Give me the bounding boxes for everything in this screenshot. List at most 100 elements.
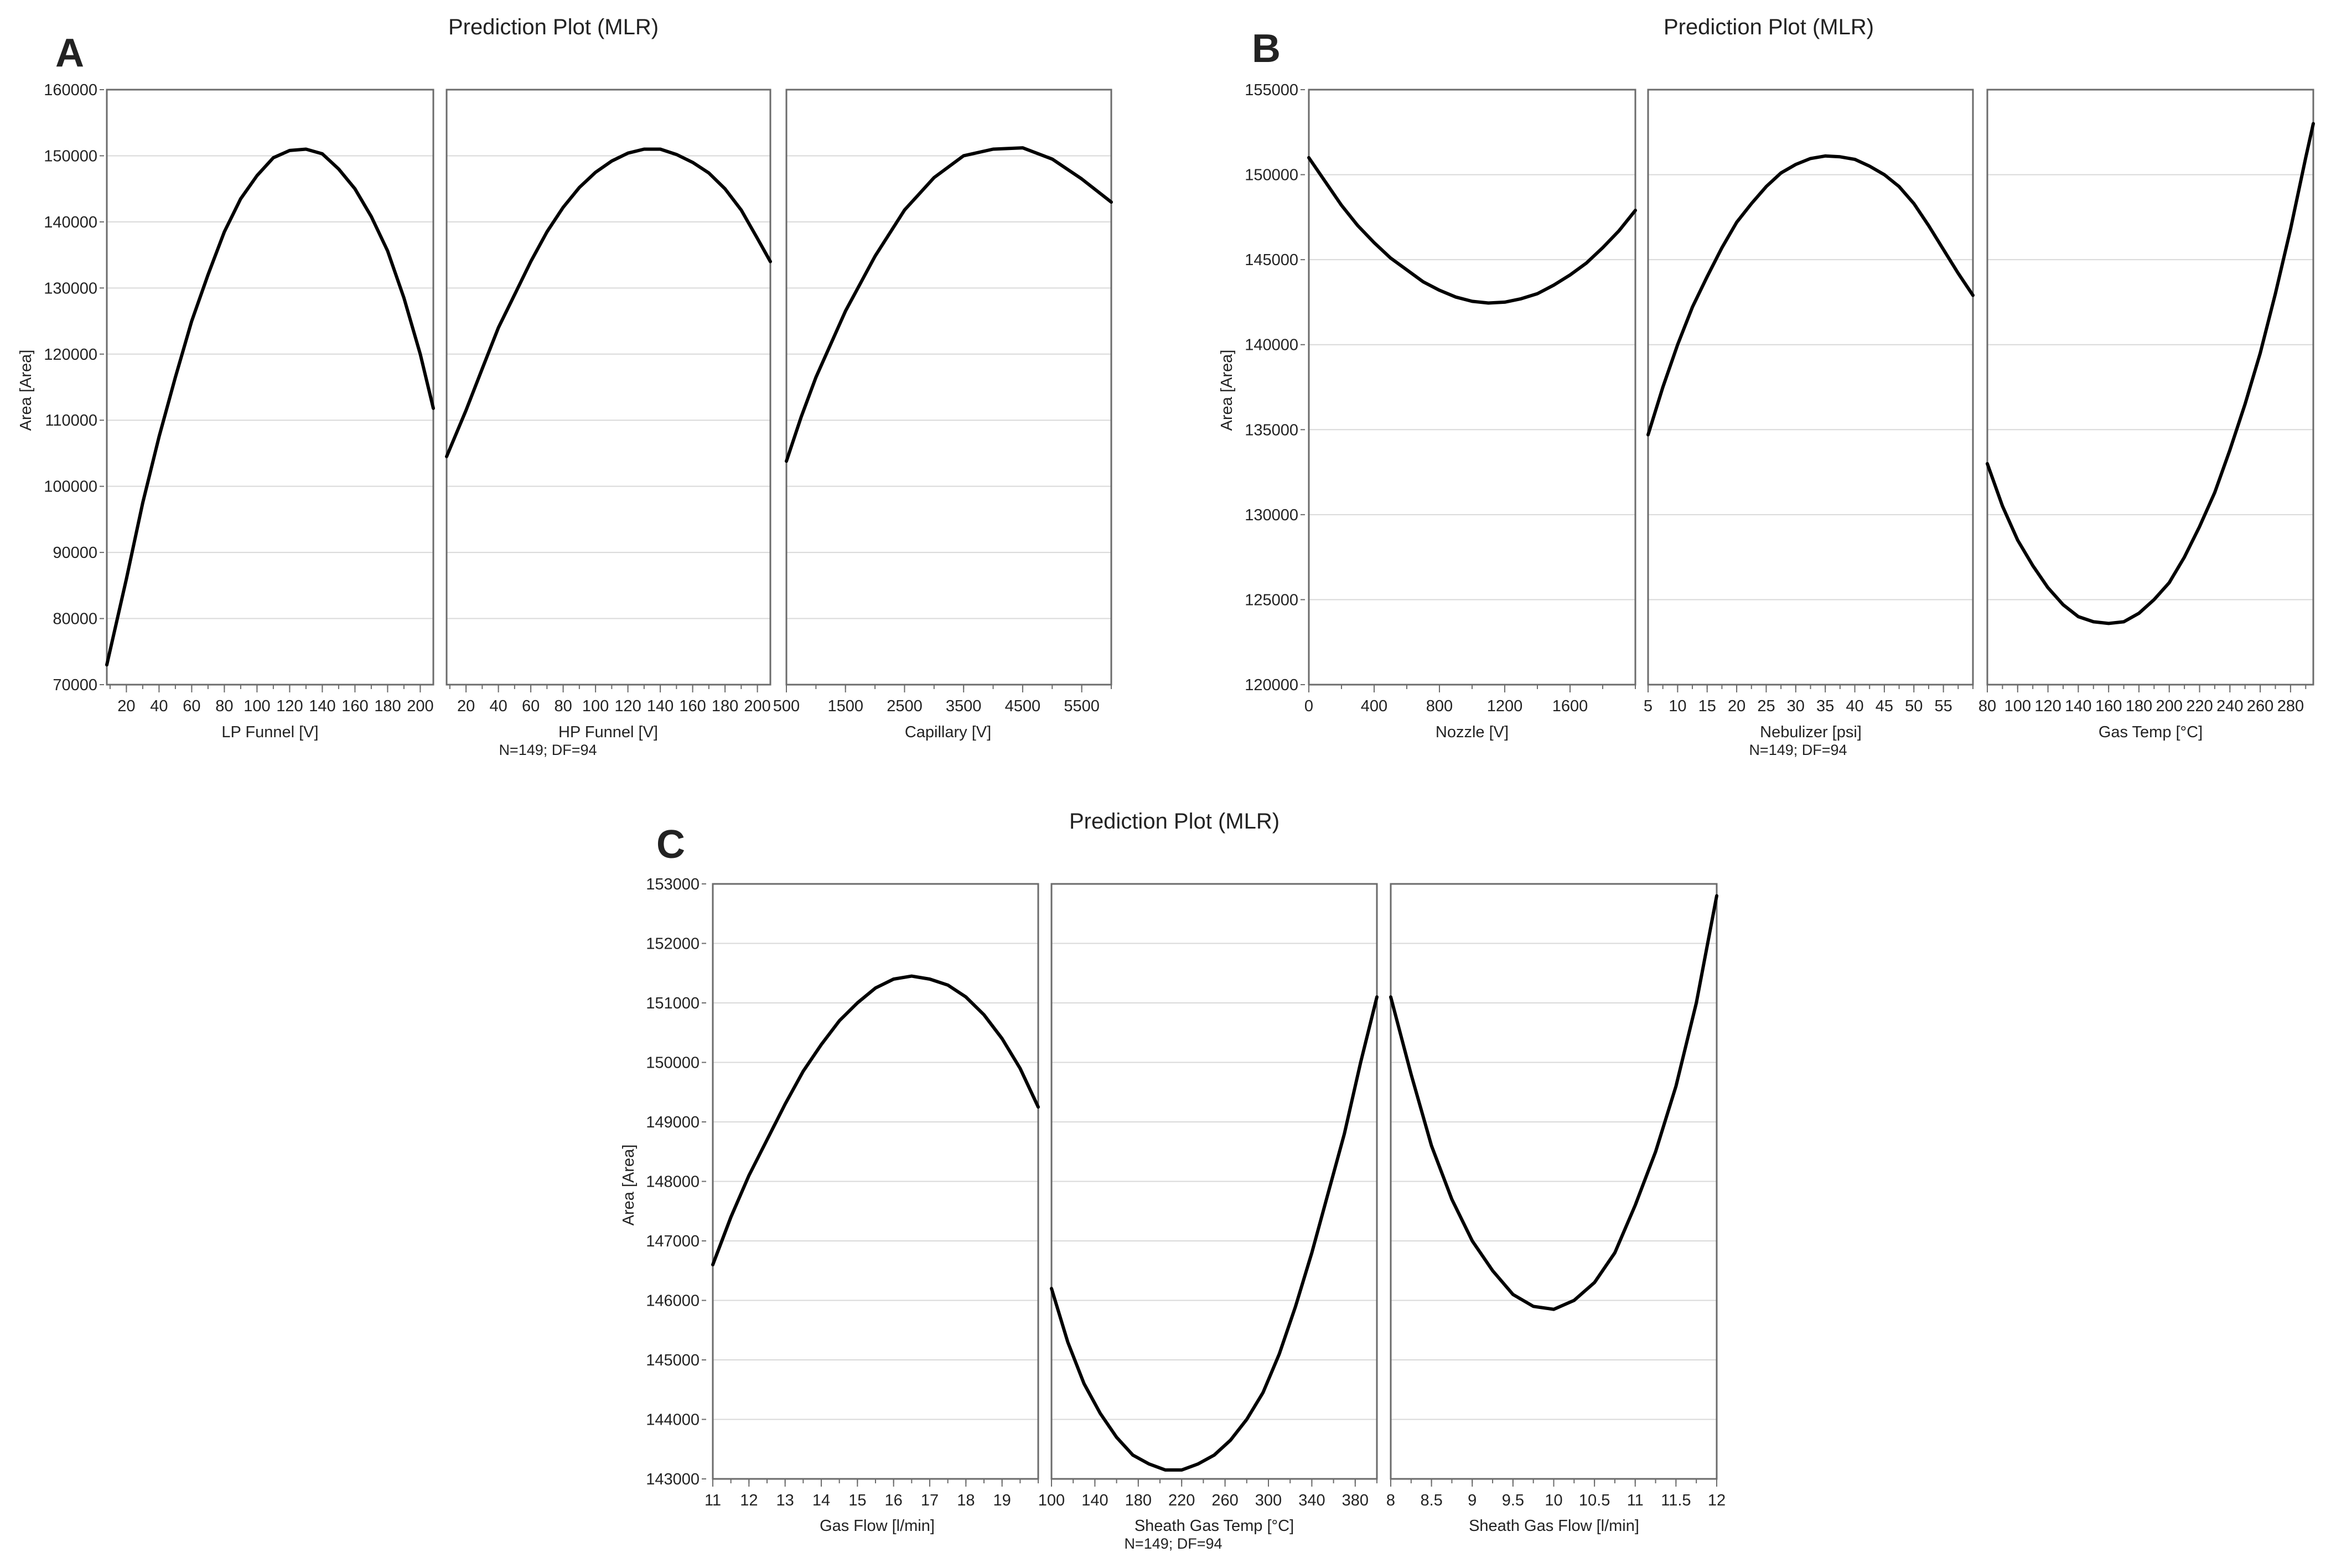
plot-b-panel-3-x-tick-label: 200 bbox=[2156, 697, 2183, 715]
plot-a-y-tick-label: 160000 bbox=[44, 81, 97, 99]
plot-b-panel-3-x-tick-label: 80 bbox=[1978, 697, 1996, 715]
plot-b-panel-1-x-tick-label: 0 bbox=[1304, 697, 1313, 715]
plot-a-panel-2-x-tick-label: 80 bbox=[554, 697, 572, 715]
plot-b-panel-3-x-tick-label: 120 bbox=[2034, 697, 2061, 715]
plot-c-y-axis-label: Area [Area] bbox=[620, 1145, 638, 1226]
plot-c-panel-3-prediction-curve bbox=[1389, 894, 1718, 1311]
plot-a-panel-2-x-tick-label: 40 bbox=[489, 697, 507, 715]
plot-c-panel-2-x-tick-label: 180 bbox=[1125, 1492, 1152, 1509]
plot-b-panel-2-x-tick-label: 25 bbox=[1757, 697, 1775, 715]
plot-c-panel-3-x-tick-label: 11.5 bbox=[1661, 1492, 1691, 1509]
plot-b-y-tick-label: 150000 bbox=[1245, 167, 1298, 184]
plot-a-panel-3-x-tick-label: 3500 bbox=[946, 697, 982, 715]
plot-c-letter: C bbox=[656, 822, 685, 867]
plot-c-panel-2-x-label: Sheath Gas Temp [°C] bbox=[1135, 1517, 1294, 1535]
plot-a: 70000 80000 90000 100000 110000 120000 130000 1… bbox=[44, 81, 1113, 715]
plot-b-panel-1-x-tick-label: 1600 bbox=[1552, 697, 1588, 715]
plot-c-panel-3-x-tick-label: 8 bbox=[1386, 1492, 1395, 1509]
plot-b-y-tick-label: 125000 bbox=[1245, 591, 1298, 609]
plot-a-y-tick-label: 110000 bbox=[45, 412, 97, 429]
plot-b-panel-1-x-tick-label: 400 bbox=[1361, 697, 1387, 715]
plot-a-panel-2-x-tick-label: 180 bbox=[712, 697, 738, 715]
plot-a-panel-1-prediction-curve bbox=[105, 147, 435, 667]
plot-a-panel-1-frame bbox=[106, 89, 434, 686]
plot-c-panel-1-x-tick-label: 12 bbox=[740, 1492, 758, 1509]
plot-b-panel-2-x-tick-label: 5 bbox=[1644, 697, 1653, 715]
plot-b-y-tick-label: 120000 bbox=[1245, 676, 1298, 694]
plot-a-panel-2-prediction-curve bbox=[445, 147, 772, 458]
plot-b-y-tick-label: 140000 bbox=[1245, 337, 1298, 354]
plot-c-panel-3-x-tick-label: 12 bbox=[1708, 1492, 1726, 1509]
plot-a-y-tick-label: 130000 bbox=[44, 280, 97, 297]
plot-a-panel-2-x-tick-label: 120 bbox=[614, 697, 641, 715]
plot-b-panel-3-x-tick-label: 140 bbox=[2065, 697, 2091, 715]
plot-b-panel-2-x-tick-label: 45 bbox=[1876, 697, 1893, 715]
plot-c-panel-3-x-tick-label: 8.5 bbox=[1420, 1492, 1442, 1509]
plot-c-panel-2-x-tick-label: 260 bbox=[1211, 1492, 1238, 1509]
plot-c-title: Prediction Plot (MLR) bbox=[1069, 809, 1280, 834]
plot-b-panel-2-x-tick-label: 40 bbox=[1846, 697, 1863, 715]
plot-c-y-tick-label: 145000 bbox=[646, 1352, 700, 1369]
plot-a-panel-2-x-tick-label: 160 bbox=[679, 697, 706, 715]
plot-a-y-tick-label: 70000 bbox=[53, 676, 97, 694]
plot-c-panel-2-x-tick-label: 380 bbox=[1342, 1492, 1369, 1509]
plot-b-footnote: N=149; DF=94 bbox=[1749, 742, 1847, 758]
plot-c-panel-3-x-tick-label: 9.5 bbox=[1502, 1492, 1524, 1509]
plot-a-panel-1-x-tick-label: 120 bbox=[276, 697, 303, 715]
plot-b-panel-2-x-tick-label: 55 bbox=[1935, 697, 1952, 715]
plot-c-y-tick-label: 147000 bbox=[646, 1233, 700, 1250]
plot-a-panel-3-x-tick-label: 500 bbox=[773, 697, 800, 715]
plot-a-panel-1-x-tick-label: 40 bbox=[150, 697, 168, 715]
plot-a-panel-3-x-tick-label: 5500 bbox=[1064, 697, 1100, 715]
plot-b-panel-1-x-tick-label: 1200 bbox=[1487, 697, 1523, 715]
plot-b-panel-3-x-tick-label: 240 bbox=[2216, 697, 2243, 715]
plot-c-panel-2-x-tick-label: 340 bbox=[1298, 1492, 1325, 1509]
plot-c-panel-1-x-tick-label: 17 bbox=[921, 1492, 939, 1509]
plot-a-panel-1-x-tick-label: 200 bbox=[407, 697, 433, 715]
plot-c-y-tick-label: 148000 bbox=[646, 1173, 700, 1191]
plot-a-panel-3-x-tick-label: 4500 bbox=[1005, 697, 1041, 715]
plot-c-panel-1-x-label: Gas Flow [l/min] bbox=[820, 1517, 935, 1535]
plot-c-panel-2-x-tick-label: 100 bbox=[1038, 1492, 1065, 1509]
plot-c-panel-3-x-tick-label: 11 bbox=[1627, 1492, 1644, 1509]
plot-a-panel-2-x-tick-label: 100 bbox=[582, 697, 609, 715]
plot-c-y-tick-label: 149000 bbox=[646, 1114, 700, 1131]
plot-a-panel-2-frame bbox=[446, 89, 771, 686]
plot-b-panel-3-x-tick-label: 100 bbox=[2004, 697, 2031, 715]
plot-b-y-tick-label: 130000 bbox=[1245, 506, 1298, 524]
plot-c-y-tick-label: 150000 bbox=[646, 1054, 700, 1072]
plot-a-panel-3-x-label: Capillary [V] bbox=[905, 723, 991, 741]
plot-a-y-tick-label: 90000 bbox=[53, 544, 97, 562]
plot-c-y-tick-label: 153000 bbox=[646, 876, 700, 893]
plot-c-panel-2-frame bbox=[1050, 883, 1378, 1480]
plot-c-panel-1-x-tick-label: 18 bbox=[957, 1492, 975, 1509]
plot-c-panel-3-x-label: Sheath Gas Flow [l/min] bbox=[1469, 1517, 1639, 1535]
plot-b-letter: B bbox=[1252, 27, 1281, 71]
plot-a-y-axis-label: Area [Area] bbox=[17, 350, 35, 431]
plot-a-panel-1-x-tick-label: 160 bbox=[341, 697, 368, 715]
plot-c-panel-3-x-tick-label: 10 bbox=[1545, 1492, 1562, 1509]
plot-c-panel-1-x-tick-label: 19 bbox=[993, 1492, 1011, 1509]
plot-a-title: Prediction Plot (MLR) bbox=[448, 15, 659, 39]
plot-c-y-tick-label: 151000 bbox=[646, 995, 700, 1012]
plot-b-panel-2-prediction-curve bbox=[1646, 154, 1975, 437]
plot-a-panel-1-x-tick-label: 180 bbox=[374, 697, 401, 715]
plot-a-panel-1-x-tick-label: 60 bbox=[183, 697, 200, 715]
plot-b-panel-2-x-tick-label: 35 bbox=[1816, 697, 1834, 715]
plot-a-y-tick-label: 120000 bbox=[44, 346, 97, 364]
plot-b-panel-1-x-label: Nozzle [V] bbox=[1436, 723, 1509, 741]
plot-a-y-tick-label: 100000 bbox=[44, 478, 97, 496]
plot-a-panel-2-x-label: HP Funnel [V] bbox=[558, 723, 658, 741]
plot-a-panel-1-x-tick-label: 100 bbox=[244, 697, 270, 715]
plot-c-panel-2-prediction-curve bbox=[1050, 995, 1379, 1472]
plot-b-panel-3-x-tick-label: 180 bbox=[2126, 697, 2152, 715]
plot-b-panel-1-x-tick-label: 800 bbox=[1426, 697, 1453, 715]
plot-c-panel-1-x-tick-label: 15 bbox=[848, 1492, 866, 1509]
plot-c-y-tick-label: 152000 bbox=[646, 935, 700, 953]
plot-b-title: Prediction Plot (MLR) bbox=[1664, 15, 1874, 39]
plot-a-y-tick-label: 140000 bbox=[44, 214, 97, 231]
plot-c-panel-1-x-tick-label: 11 bbox=[705, 1492, 721, 1509]
plot-a-y-tick-label: 150000 bbox=[44, 147, 97, 165]
